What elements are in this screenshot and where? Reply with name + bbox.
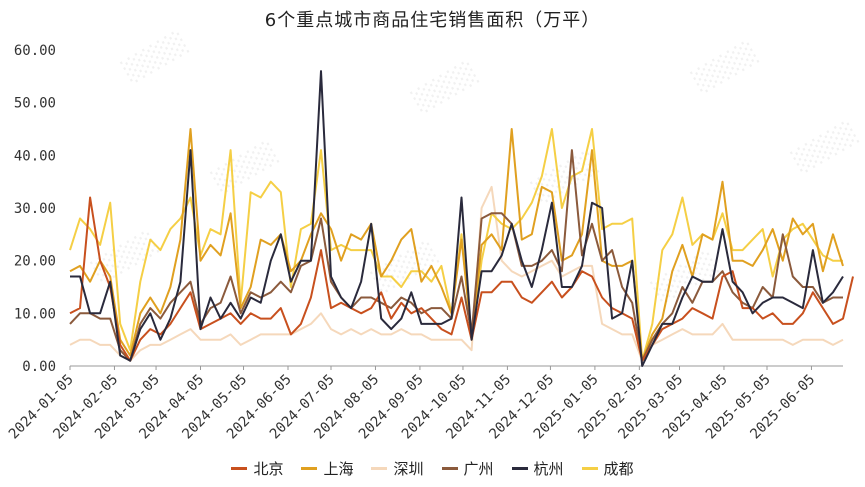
legend-label: 成都 — [603, 460, 634, 478]
legend-label: 北京 — [253, 460, 284, 478]
watermark-mark: ░░░░ — [410, 58, 482, 115]
legend-swatch — [581, 467, 598, 470]
y-tick-label: 30.00 — [14, 201, 56, 217]
x-axis: 2024-01-052024-02-052024-03-052024-04-05… — [6, 366, 818, 442]
watermark-mark: ░░░░ — [790, 118, 862, 175]
legend-item: 成都 — [581, 458, 634, 479]
legend-item: 深圳 — [371, 458, 424, 479]
legend-swatch — [511, 467, 528, 470]
legend-label: 深圳 — [393, 460, 424, 478]
legend: 北京 上海 深圳 广州 杭州 成都 — [0, 458, 865, 479]
legend-swatch — [371, 467, 388, 470]
legend-item: 北京 — [231, 458, 283, 479]
watermark-layer: ░░░░░░░░ ░░░░░░░░ ░░░░░░░░░░░░ ░░░░ ░░░░ — [90, 28, 862, 305]
y-tick-label: 10.00 — [14, 306, 56, 322]
legend-label: 上海 — [323, 460, 354, 478]
series-line-6 — [69, 128, 843, 362]
y-tick-label: 40.00 — [14, 148, 56, 164]
legend-label: 杭州 — [533, 460, 564, 478]
y-tick-label: 50.00 — [14, 96, 56, 112]
series-layer — [69, 70, 854, 367]
y-tick-label: 0.00 — [22, 359, 56, 375]
legend-swatch — [441, 467, 458, 470]
y-axis: 0.00 10.00 20.00 30.00 40.00 50.00 60.00 — [14, 43, 56, 375]
legend-item: 广州 — [441, 458, 494, 479]
y-tick-label: 60.00 — [14, 43, 56, 59]
series-line-2 — [69, 128, 844, 362]
watermark-mark: ░░░░ — [210, 138, 282, 195]
legend-item: 上海 — [301, 458, 353, 479]
legend-swatch — [301, 467, 318, 470]
y-tick-label: 20.00 — [14, 254, 56, 270]
chart-title: 6个重点城市商品住宅销售面积（万平） — [264, 10, 601, 31]
legend-label: 广州 — [463, 460, 494, 478]
series-line-3 — [69, 185, 844, 362]
legend-item: 杭州 — [511, 458, 564, 479]
watermark-mark: ░░░░ — [120, 28, 192, 85]
watermark-mark: ░░░░ — [690, 38, 762, 95]
series-line-5 — [70, 70, 844, 367]
legend-swatch — [231, 467, 248, 470]
